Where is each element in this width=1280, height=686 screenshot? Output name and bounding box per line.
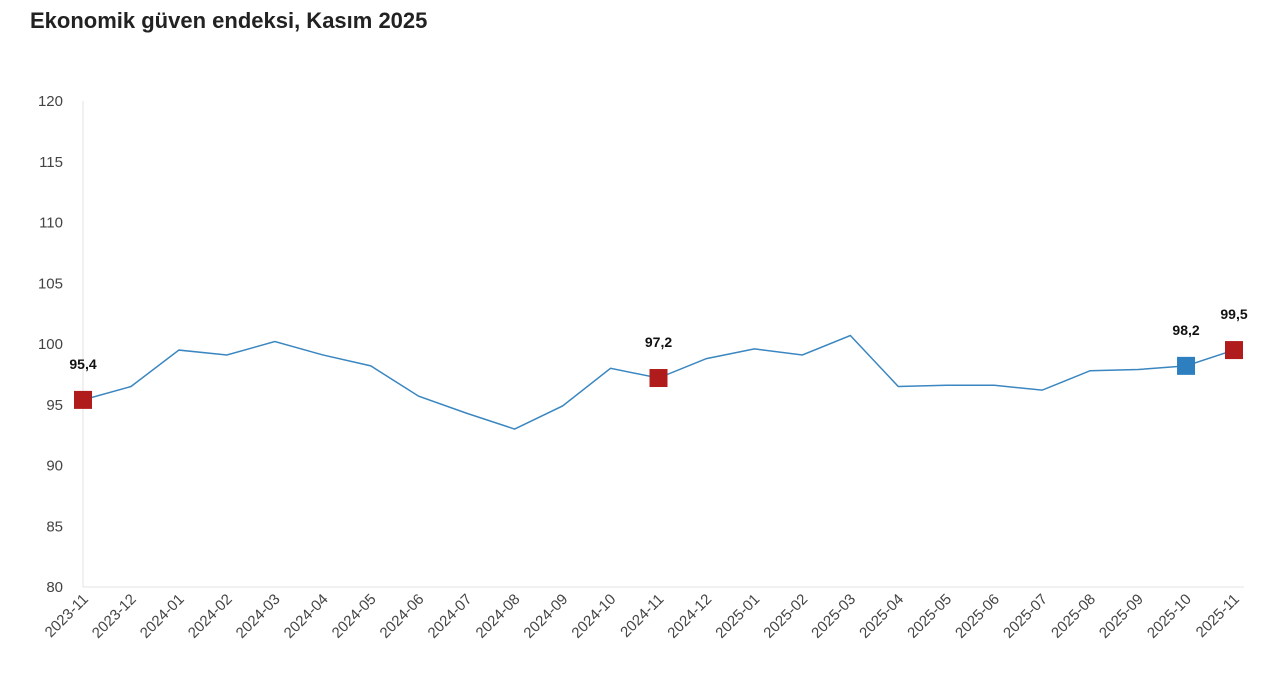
highlight-marker [1225,341,1243,360]
x-tick-label: 2024-07 [425,591,476,642]
x-tick-label: 2024-06 [377,591,428,642]
x-tick-label: 2025-06 [952,591,1003,642]
y-tick-label: 95 [46,397,63,414]
x-tick-label: 2024-10 [568,591,619,642]
x-tick-label: 2025-07 [1000,591,1051,642]
x-tick-label: 2024-11 [617,591,667,641]
y-tick-label: 110 [39,215,63,232]
y-tick-label: 120 [38,93,63,110]
x-tick-label: 2025-05 [904,591,955,642]
x-tick-label: 2024-05 [329,591,380,642]
x-tick-label: 2024-09 [520,591,571,642]
highlight-marker [649,369,668,388]
x-tick-label: 2025-02 [760,591,811,642]
x-tick-label: 2025-10 [1144,591,1195,642]
data-label: 98,2 [1172,322,1199,338]
chart-title: Ekonomik güven endeksi, Kasım 2025 [30,8,428,33]
x-tick-label: 2024-12 [664,591,715,642]
y-tick-label: 80 [46,579,63,596]
x-tick-label: 2025-09 [1096,591,1147,642]
y-tick-label: 115 [39,154,63,171]
x-tick-label: 2024-02 [185,591,236,642]
x-tick-label: 2024-01 [137,591,188,642]
y-tick-label: 105 [38,275,63,292]
x-tick-label: 2024-08 [472,591,523,642]
x-tick-label: 2025-08 [1048,591,1099,642]
y-tick-label: 85 [46,518,63,535]
y-tick-label: 90 [46,458,63,475]
highlight-marker [1177,356,1196,375]
data-label: 97,2 [645,334,672,350]
x-tick-label: 2024-03 [233,591,284,642]
data-label: 95,4 [69,356,96,372]
data-label: 99,5 [1220,306,1247,322]
x-tick-label: 2025-04 [856,591,907,642]
y-tick-label: 100 [38,336,63,353]
x-tick-label: 2025-01 [712,591,763,642]
highlight-marker [74,390,92,409]
x-tick-label: 2025-11 [1193,591,1243,641]
x-tick-label: 2023-11 [42,591,92,641]
x-tick-label: 2023-12 [89,591,140,642]
x-tick-label: 2025-03 [808,591,859,642]
x-tick-label: 2024-04 [281,591,332,642]
